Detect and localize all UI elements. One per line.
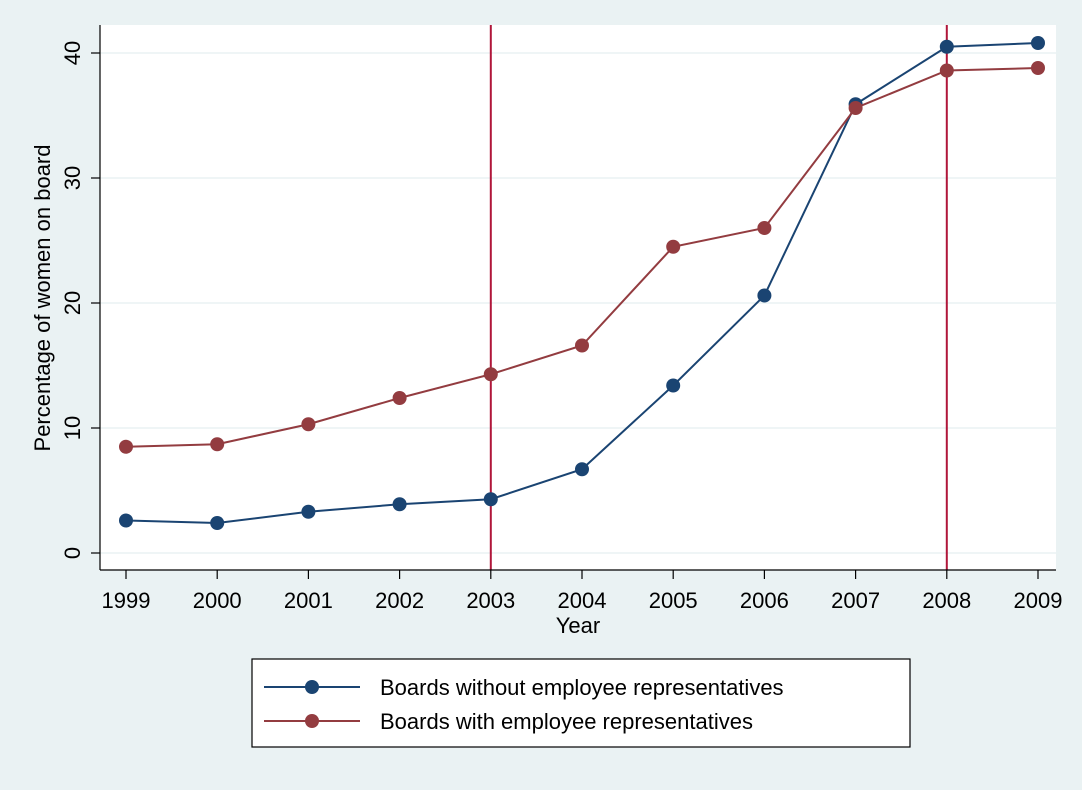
series-0-point-1999 [119, 513, 133, 528]
x-axis-title: Year [556, 613, 600, 638]
series-layer [119, 36, 1045, 530]
plot-area [100, 25, 1056, 570]
legend-label-1: Boards with employee representatives [380, 709, 753, 734]
series-0-point-2003 [483, 492, 498, 507]
series-1-point-2000 [210, 437, 225, 452]
series-1-point-2006 [757, 221, 772, 235]
y-tick-label-10: 10 [60, 416, 85, 440]
series-0-point-2005 [666, 378, 681, 393]
y-tick-label-0: 0 [60, 547, 85, 559]
series-0-point-2004 [575, 462, 589, 477]
x-tick-label-2001: 2001 [284, 588, 333, 613]
legend-box [251, 658, 911, 748]
axes: 0 10 20 30 40 1999 2000 2001 2002 2003 2004 2005 200… [60, 25, 1062, 613]
y-tick-label-40: 40 [60, 41, 85, 65]
series-1-point-2009 [1031, 61, 1045, 75]
series-0-point-2000 [210, 516, 225, 530]
series-1-point-2008 [939, 63, 954, 78]
x-tick-label-2002: 2002 [375, 588, 424, 613]
legend: Boards without employee representatives B… [251, 658, 911, 748]
series-1-point-2004 [575, 338, 589, 353]
legend-label-0: Boards without employee representatives [380, 675, 784, 700]
x-tick-label-2008: 2008 [922, 588, 971, 613]
series-1-point-2001 [301, 417, 316, 432]
series-0-point-2008 [939, 39, 954, 54]
grid-lines [100, 52, 1056, 554]
series-1-point-1999 [119, 439, 133, 454]
series-1-point-2005 [666, 239, 681, 254]
series-0-point-2009 [1031, 36, 1045, 50]
x-tick-label-1999: 1999 [102, 588, 151, 613]
x-tick-label-2007: 2007 [831, 588, 880, 613]
series-0-point-2006 [757, 288, 772, 303]
x-tick-label-2009: 2009 [1014, 588, 1063, 613]
reference-lines [489, 25, 948, 570]
series-1-point-2002 [392, 391, 407, 405]
y-axis-title: Percentage of women on board [30, 145, 55, 452]
y-tick-label-30: 30 [60, 166, 85, 190]
legend-marker-0 [305, 680, 319, 694]
x-tick-label-2003: 2003 [466, 588, 515, 613]
x-tick-label-2004: 2004 [558, 588, 607, 613]
series-0-point-2001 [301, 504, 316, 519]
y-tick-label-20: 20 [60, 291, 85, 315]
x-tick-label-2000: 2000 [193, 588, 242, 613]
legend-marker-1 [305, 714, 319, 728]
series-1-point-2007 [848, 101, 863, 115]
x-tick-label-2005: 2005 [649, 588, 698, 613]
series-1-point-2003 [483, 367, 498, 382]
series-0-point-2002 [392, 497, 407, 512]
x-tick-label-2006: 2006 [740, 588, 789, 613]
